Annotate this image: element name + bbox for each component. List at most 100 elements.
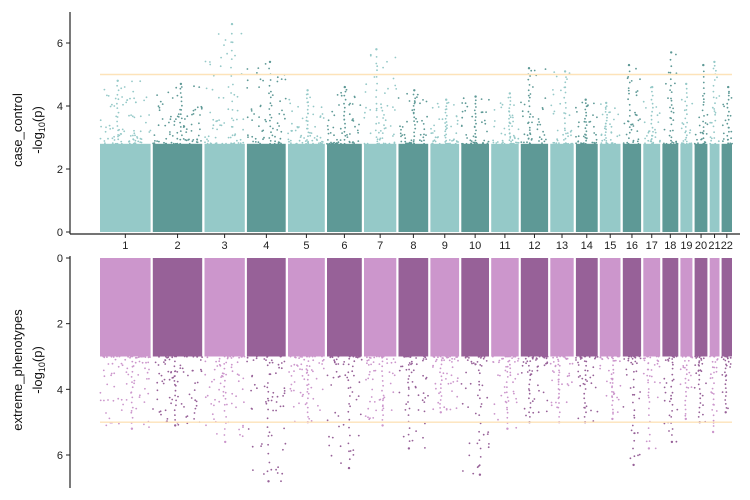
extreme-phenotypes-chr9-point	[448, 359, 451, 362]
case-control-chr22-point	[724, 119, 727, 122]
case-control-chr4-point	[253, 113, 256, 115]
extreme-phenotypes-chr5-point	[306, 384, 308, 387]
case-control-chr6-point	[340, 91, 342, 94]
extreme-phenotypes-chr21-point	[711, 392, 714, 394]
case-control-chr6-point	[339, 139, 342, 142]
extreme-phenotypes-chr13-point	[557, 374, 560, 376]
case-control-chr2-point	[181, 134, 183, 137]
case-control-chr8-point	[426, 115, 428, 118]
case-control-chr17-point	[654, 136, 657, 139]
case-control-chr12-point	[538, 140, 540, 142]
extreme-phenotypes-chr5-point	[307, 388, 309, 390]
extreme-phenotypes-chr16-band	[622, 258, 642, 357]
extreme-phenotypes-chr4-band	[246, 258, 286, 357]
extreme-phenotypes-chr18-point	[663, 399, 666, 402]
extreme-phenotypes-chr5-point	[299, 391, 302, 394]
extreme-phenotypes-chr5-point	[306, 371, 309, 374]
case-control-chr19-point	[684, 126, 687, 128]
extreme-phenotypes-chr7-point	[381, 365, 384, 368]
case-control-chr4-point	[259, 142, 261, 145]
extreme-phenotypes-chr20-point	[701, 394, 704, 397]
extreme-phenotypes-chr22-point	[724, 383, 727, 386]
extreme-phenotypes-chr6-point	[348, 450, 350, 453]
case-control-chr22-point	[728, 90, 730, 93]
case-control-chr16-point	[628, 103, 631, 106]
extreme-phenotypes-chr2-point	[176, 380, 179, 383]
case-control-chr3-point	[231, 117, 233, 120]
extreme-phenotypes-chr22-point	[729, 363, 732, 365]
case-control-chr21-point	[709, 142, 712, 145]
extreme-phenotypes-chr10-point	[471, 362, 473, 365]
case-control-chr12-point	[538, 121, 540, 123]
extreme-phenotypes-chr22-point	[721, 374, 724, 376]
extreme-phenotypes-chr5-point	[294, 356, 296, 359]
extreme-phenotypes-chr21-point	[711, 377, 714, 379]
case-control-chr18-point	[670, 142, 672, 145]
case-control-chr12-point	[523, 141, 525, 144]
extreme-phenotypes-chr11-point	[514, 377, 517, 380]
extreme-phenotypes-chr3-point	[241, 388, 244, 391]
case-control-chr14-point	[585, 111, 587, 114]
extreme-phenotypes-chr19-point	[684, 366, 686, 369]
case-control-chr3-point	[221, 142, 224, 145]
extreme-phenotypes-chr4-point	[267, 390, 270, 393]
extreme-phenotypes-chr16-point	[627, 359, 630, 362]
extreme-phenotypes-chr1-point	[144, 356, 147, 358]
case-control-chr3-point	[224, 39, 227, 41]
extreme-phenotypes-chr2-point	[195, 400, 198, 403]
extreme-phenotypes-chr3-point	[222, 372, 225, 375]
case-control-chr2-point	[165, 137, 168, 140]
case-control-chr22-point	[727, 126, 730, 129]
case-control-chr8-point	[421, 119, 423, 122]
extreme-phenotypes-chr13-point	[563, 356, 566, 358]
extreme-phenotypes-chr7-point	[367, 377, 370, 380]
extreme-phenotypes-chr3-point	[211, 413, 214, 416]
extreme-phenotypes-chr7-point	[378, 399, 381, 401]
extreme-phenotypes-chr2-point	[174, 384, 177, 387]
case-control-chr6-point	[353, 142, 355, 145]
case-control-chr19-point	[685, 87, 688, 90]
case-control-chr2-point	[158, 140, 160, 143]
case-control-chr3-point	[205, 87, 208, 90]
extreme-phenotypes-chr20-point	[702, 404, 704, 406]
extreme-phenotypes-chr11-point	[506, 406, 508, 409]
extreme-phenotypes-chr15-point	[612, 408, 614, 411]
case-control-chr19-point	[682, 123, 685, 126]
extreme-phenotypes-chr14-point	[577, 376, 580, 378]
case-control-chr13-point	[566, 78, 568, 80]
extreme-phenotypes-chr15-point	[611, 390, 613, 393]
case-control-chr9-point	[448, 139, 451, 141]
extreme-phenotypes-chr14-point	[577, 417, 580, 420]
extreme-phenotypes-chr6-point	[358, 381, 361, 384]
extreme-phenotypes-chr5-point	[301, 356, 303, 358]
case-control-chr3-point	[232, 83, 234, 86]
case-control-chr21-point	[711, 106, 714, 109]
extreme-phenotypes-chr10-point	[487, 431, 490, 433]
extreme-phenotypes-chr1-point	[122, 403, 124, 406]
case-control-chr1-point	[122, 103, 124, 106]
extreme-phenotypes-chr15-point	[619, 384, 622, 387]
extreme-phenotypes-chr9-point	[433, 356, 436, 358]
extreme-phenotypes-chr1-point	[143, 401, 146, 403]
extreme-phenotypes-chr15-point	[619, 360, 621, 363]
case-control-chr12-point	[529, 113, 532, 115]
case-control-chr14-point	[584, 102, 587, 105]
extreme-phenotypes-chr1-point	[134, 361, 137, 364]
extreme-phenotypes-chr12-point	[527, 355, 530, 358]
chromosome-label-18: 18	[664, 240, 676, 252]
extreme-phenotypes-chr10-point	[480, 365, 483, 367]
case-control-chr11-point	[512, 120, 514, 123]
extreme-phenotypes-chr1-point	[105, 412, 107, 414]
extreme-phenotypes-chr13-point	[558, 402, 560, 404]
case-control-chr12-point	[530, 69, 533, 72]
case-control-chr4-point	[279, 100, 281, 103]
extreme-phenotypes-chr12-point	[528, 383, 531, 386]
case-control-chr1-point	[117, 135, 119, 138]
case-control-chr3-point	[206, 138, 208, 141]
case-control-chr13-point	[564, 81, 567, 84]
extreme-phenotypes-chr15-point	[612, 360, 615, 362]
extreme-phenotypes-chr15-point	[599, 367, 601, 370]
case-control-chr1-point	[132, 138, 135, 141]
extreme-phenotypes-chr16-point	[638, 397, 641, 400]
